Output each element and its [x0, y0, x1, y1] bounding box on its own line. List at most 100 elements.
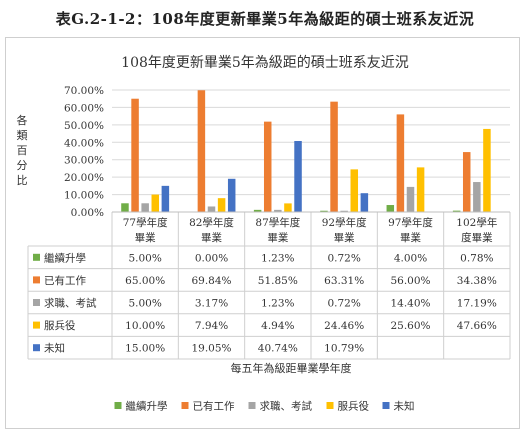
category-label: 92學年度 — [322, 216, 367, 229]
bar-0 — [320, 210, 328, 212]
y-tick-labels: 0.00% 10.00% 20.00% 30.00% 40.00% 50.00% 60.00… — [64, 85, 104, 219]
data-label: 14.40% — [390, 298, 430, 310]
chart-title: 108年度更新畢業5年為級距的碩士班系友近況 — [121, 55, 409, 71]
y-tick-label: 60.00% — [64, 102, 104, 114]
category-label: 畢業 — [267, 231, 288, 244]
data-label: 10.79% — [324, 343, 364, 355]
bar-2 — [207, 206, 216, 212]
table-series-name: 未知 — [44, 342, 65, 355]
data-label: 0.00% — [195, 252, 228, 264]
data-label: 19.05% — [191, 343, 231, 355]
legend-label: 未知 — [394, 400, 415, 413]
table-series-name: 已有工作 — [44, 274, 86, 287]
data-label: 3.17% — [195, 298, 228, 310]
data-label: 47.66% — [457, 320, 497, 332]
bar-2 — [473, 182, 481, 212]
bar-4 — [360, 193, 369, 212]
bar-2 — [406, 186, 415, 212]
y-tick-label: 30.00% — [64, 155, 104, 167]
data-label: 34.38% — [457, 275, 497, 287]
legend-key — [248, 402, 256, 409]
category-label: 97學年度 — [388, 216, 433, 229]
legend-label: 服兵役 — [338, 400, 370, 413]
data-label: 69.84% — [191, 275, 231, 287]
legend-label: 已有工作 — [193, 400, 235, 413]
bar-1 — [462, 152, 471, 212]
data-label: 5.00% — [128, 252, 161, 264]
category-label: 102學年 — [456, 216, 497, 229]
page-title: 表G.2-1-2：108年度更新畢業5年為級距的碩士班系友近況 — [55, 10, 475, 28]
y-axis-label-char: 類 — [17, 129, 28, 142]
table-legend-key — [33, 276, 40, 284]
legend-key — [181, 402, 189, 409]
data-label: 0.78% — [460, 252, 493, 264]
bar-3 — [483, 128, 491, 212]
data-label: 51.85% — [258, 275, 298, 287]
bar-3 — [151, 194, 160, 212]
bar-1 — [263, 121, 272, 212]
y-tick-label: 0.00% — [71, 207, 104, 219]
category-label: 畢業 — [135, 231, 156, 244]
bar-0 — [452, 210, 461, 212]
bar-2 — [274, 209, 282, 212]
data-label: 5.00% — [128, 298, 161, 310]
bar-4 — [161, 185, 170, 212]
legend-label: 繼續升學 — [126, 400, 168, 413]
data-label: 56.00% — [390, 275, 430, 287]
y-axis-label-char: 比 — [17, 174, 28, 187]
data-label: 4.94% — [261, 320, 294, 332]
bar-4 — [294, 140, 302, 212]
y-tick-label: 40.00% — [64, 137, 104, 149]
table-series-name: 繼續升學 — [44, 251, 86, 264]
data-label: 24.46% — [324, 320, 364, 332]
table-series-name: 服兵役 — [44, 319, 76, 332]
category-label: 畢業 — [334, 231, 355, 244]
data-label: 1.23% — [261, 298, 294, 310]
bar-1 — [197, 90, 206, 212]
bar-1 — [330, 101, 338, 212]
data-label: 0.72% — [327, 252, 360, 264]
bar-1 — [131, 98, 139, 212]
bar-3 — [284, 203, 292, 212]
category-label: 82學年度 — [189, 216, 234, 229]
bar-1 — [396, 114, 405, 212]
table-legend-key — [33, 299, 40, 306]
y-axis-label-char: 分 — [17, 159, 28, 172]
data-label: 17.19% — [457, 298, 497, 310]
category-label: 87學年度 — [255, 216, 300, 229]
x-axis-label: 每五年為級距畢業學年度 — [231, 361, 352, 375]
y-tick-label: 20.00% — [64, 172, 104, 184]
bar-3 — [217, 198, 226, 212]
bar-0 — [253, 209, 262, 212]
category-label: 度畢業 — [461, 231, 493, 244]
chart-frame — [5, 37, 520, 429]
y-axis-label-char: 百 — [17, 144, 28, 157]
data-label: 7.94% — [195, 320, 228, 332]
y-axis-label-char: 各 — [17, 113, 28, 127]
legend-key — [114, 402, 122, 409]
bar-2 — [141, 203, 149, 212]
data-label: 15.00% — [125, 343, 165, 355]
data-label: 1.23% — [261, 252, 294, 264]
table-series-name: 求職、考試 — [44, 297, 97, 310]
data-label: 63.31% — [324, 275, 364, 287]
gridlines — [112, 89, 510, 213]
category-label: 畢業 — [400, 231, 421, 244]
data-label: 10.00% — [125, 320, 165, 332]
legend-key — [382, 402, 390, 409]
bar-0 — [121, 203, 129, 212]
y-tick-label: 50.00% — [64, 120, 104, 132]
data-label: 0.72% — [327, 298, 360, 310]
category-label: 畢業 — [201, 231, 222, 244]
data-label: 25.60% — [390, 320, 430, 332]
bar-3 — [416, 167, 425, 212]
y-tick-label: 10.00% — [64, 190, 104, 202]
bar-4 — [227, 178, 236, 212]
legend-label: 求職、考試 — [260, 400, 313, 413]
category-label: 77學年度 — [123, 216, 168, 229]
bar-2 — [340, 210, 348, 212]
bar-0 — [386, 205, 395, 212]
table-legend-key — [33, 253, 40, 261]
